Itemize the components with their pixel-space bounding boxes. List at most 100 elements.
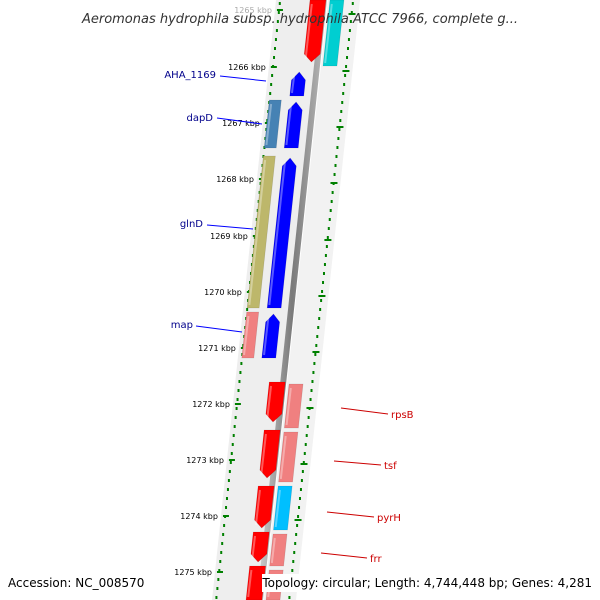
scale-dot-right [315, 344, 318, 347]
gene-highlight [265, 103, 273, 146]
gene-feature-red[interactable] [250, 531, 270, 563]
scale-dot-left [278, 2, 281, 5]
scale-dot-left [225, 497, 228, 500]
scale-dot-right [298, 506, 301, 509]
tick-mark-left [228, 459, 235, 461]
gene-feature-lightcoral[interactable] [269, 533, 288, 567]
gene-feature-red[interactable] [265, 381, 286, 423]
gene-highlight [251, 535, 257, 560]
tick-mark-left [276, 9, 283, 11]
scale-dot-left [273, 56, 276, 59]
scale-dot-right [346, 56, 349, 59]
scale-dot-left [235, 407, 238, 410]
scale-dot-right [348, 29, 351, 32]
scale-dot-right [318, 317, 321, 320]
gene-feature-lightcoral[interactable] [278, 431, 299, 483]
scale-dot-right [343, 83, 346, 86]
scale-dot-left [231, 443, 234, 446]
scale-dot-right [335, 155, 338, 158]
gene-highlight [304, 3, 313, 60]
scale-dot-right [317, 326, 320, 329]
gene-features [241, 0, 345, 600]
accession-label: Accession: NC_008570 [8, 574, 145, 592]
tick-mark-left [234, 403, 241, 405]
scale-dot-right [299, 488, 302, 491]
tick-mark-right [324, 239, 332, 241]
gene-feature-lightcoral[interactable] [284, 383, 304, 429]
gene-label-aha_1169[interactable]: AHA_1169 [164, 70, 216, 81]
scale-dot-left [215, 596, 218, 599]
scale-dot-right [322, 281, 325, 284]
tick-label: 1267 kbp [222, 119, 260, 128]
scale-dot-right [336, 146, 339, 149]
scale-dot-right [291, 569, 294, 572]
gene-label-tsf[interactable]: tsf [384, 461, 397, 472]
scale-dot-left [217, 578, 220, 581]
scale-dot-left [234, 416, 237, 419]
gene-feature-red[interactable] [259, 429, 281, 479]
scale-dot-left [232, 434, 235, 437]
tick-label: 1275 kbp [174, 568, 212, 577]
gene-feature-blue[interactable] [266, 157, 297, 309]
scale-dot-left [237, 389, 240, 392]
tick-mark-right [330, 182, 338, 184]
gene-label-connector [219, 75, 267, 82]
scale-dot-right [345, 65, 348, 68]
scale-dot-right [310, 389, 313, 392]
scale-dot-right [340, 110, 343, 113]
scale-dot-left [216, 587, 219, 590]
scale-dot-right [324, 254, 327, 257]
scale-dot-right [341, 101, 344, 104]
scale-dot-right [312, 371, 315, 374]
gene-feature-cyan[interactable] [322, 0, 345, 67]
gene-feature-skyblue[interactable] [273, 485, 293, 531]
gene-feature-khaki[interactable] [246, 155, 276, 309]
gene-label-pyrh[interactable]: pyrH [377, 513, 401, 524]
gene-label-rpsb[interactable]: rpsB [391, 410, 414, 421]
scale-dot-right [316, 335, 319, 338]
gene-label-connector [320, 552, 368, 559]
tick-label: 1273 kbp [186, 456, 224, 465]
scale-dot-left [226, 488, 229, 491]
gene-feature-blue[interactable] [283, 101, 303, 149]
tick-label: 1270 kbp [204, 288, 242, 297]
tick-label: 1268 kbp [216, 175, 254, 184]
gene-label-glnd[interactable]: glnD [180, 219, 203, 230]
gene-label-map[interactable]: map [171, 320, 193, 331]
gene-label-dapd[interactable]: dapD [186, 113, 213, 124]
gene-highlight [254, 489, 261, 526]
tick-mark-left [270, 66, 277, 68]
scale-dot-left [221, 542, 224, 545]
tick-mark-right [300, 463, 308, 465]
gene-feature-red[interactable] [245, 565, 266, 600]
scale-dot-right [350, 11, 353, 14]
gene-feature-steelblue[interactable] [263, 99, 282, 149]
gene-highlight [285, 387, 292, 426]
gene-feature-lightcoral[interactable] [241, 311, 260, 359]
scale-dot-left [276, 20, 279, 23]
gene-feature-red[interactable] [303, 0, 327, 63]
gene-label-connector [326, 511, 375, 518]
scale-dot-right [344, 74, 347, 77]
scale-dot-left [277, 11, 280, 14]
scale-dot-left [274, 38, 277, 41]
gene-highlight [268, 161, 286, 306]
scale-dot-right [346, 47, 349, 50]
scale-dot-left [223, 524, 226, 527]
scale-dot-right [306, 425, 309, 428]
gene-feature-blue[interactable] [289, 71, 306, 97]
gene-feature-blue[interactable] [261, 313, 280, 359]
map-title: Aeromonas hydrophila subsp. hydrophila A… [81, 12, 518, 27]
scale-dot-right [309, 398, 312, 401]
gene-highlight [274, 489, 281, 528]
scale-dot-left [240, 362, 243, 365]
gene-highlight [290, 75, 296, 94]
scale-dot-left [220, 551, 223, 554]
scale-dot-right [329, 209, 332, 212]
gene-highlight [266, 385, 273, 420]
scale-dot-right [304, 443, 307, 446]
gene-highlight [260, 433, 267, 476]
gene-label-frr[interactable]: frr [370, 554, 382, 565]
gene-feature-red[interactable] [254, 485, 275, 529]
